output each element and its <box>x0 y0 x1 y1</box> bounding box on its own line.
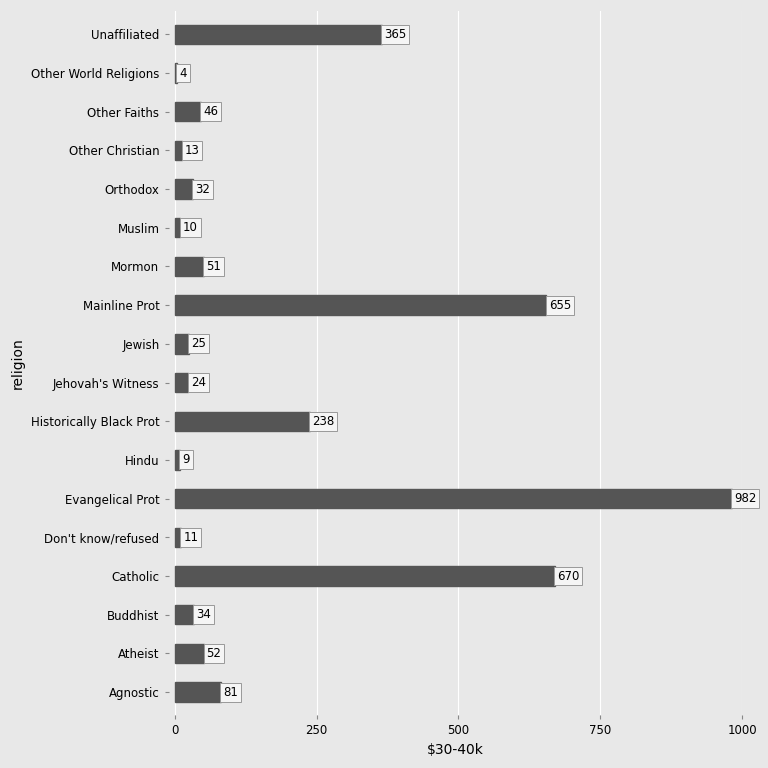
Bar <box>175 683 220 702</box>
Text: 982: 982 <box>734 492 756 505</box>
Bar <box>175 102 201 121</box>
Text: 46: 46 <box>204 105 218 118</box>
Text: 10: 10 <box>183 221 197 234</box>
Text: 9: 9 <box>182 453 190 466</box>
Text: 670: 670 <box>557 570 580 582</box>
Text: 365: 365 <box>384 28 406 41</box>
Text: 4: 4 <box>180 67 187 80</box>
Bar <box>175 63 177 83</box>
Text: 51: 51 <box>206 260 221 273</box>
Bar <box>175 644 204 663</box>
Bar <box>175 450 180 469</box>
Text: 81: 81 <box>223 686 238 699</box>
Text: 11: 11 <box>184 531 198 544</box>
Text: 13: 13 <box>184 144 200 157</box>
Bar <box>175 412 310 431</box>
Text: 34: 34 <box>197 608 211 621</box>
Text: 52: 52 <box>207 647 221 660</box>
Bar <box>175 528 181 547</box>
Bar <box>175 373 188 392</box>
Bar <box>175 489 732 508</box>
Bar <box>175 141 182 160</box>
Bar <box>175 257 204 276</box>
Bar <box>175 218 180 237</box>
Text: 32: 32 <box>195 183 210 196</box>
Bar <box>175 605 194 624</box>
Bar <box>175 566 554 586</box>
Bar <box>175 334 189 353</box>
Text: 25: 25 <box>191 337 206 350</box>
Text: 24: 24 <box>190 376 206 389</box>
Bar <box>175 25 382 44</box>
Text: 655: 655 <box>548 299 571 312</box>
Y-axis label: religion: religion <box>11 337 25 389</box>
Bar <box>175 180 193 199</box>
Text: 238: 238 <box>312 415 334 428</box>
X-axis label: $30-40k: $30-40k <box>427 743 484 757</box>
Bar <box>175 296 546 315</box>
